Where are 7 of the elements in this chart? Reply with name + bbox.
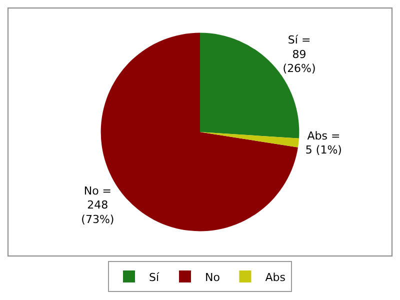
- data-label: Sí = 89 (26%): [282, 34, 316, 76]
- pie-slice: [200, 132, 299, 148]
- legend-label: Sí: [149, 270, 160, 284]
- legend-label: No: [204, 270, 220, 284]
- data-label: Abs = 5 (1%): [305, 129, 342, 157]
- legend-label: Abs: [265, 270, 286, 284]
- data-label: No = 248 (73%): [81, 184, 114, 226]
